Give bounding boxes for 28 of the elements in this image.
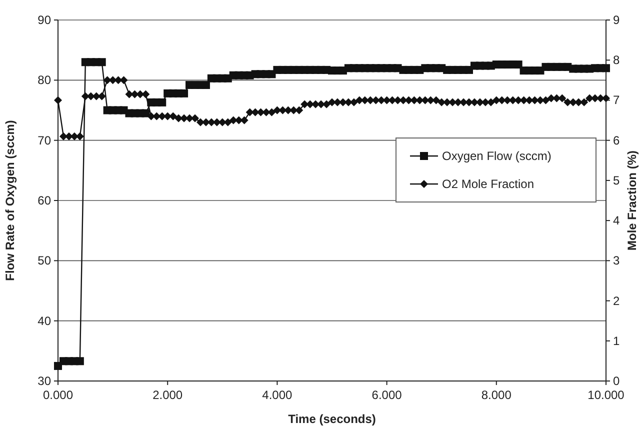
y2-tick-label: 1 [613,334,620,348]
y2-tick-label: 0 [613,374,620,388]
y2-tick-label: 5 [613,173,620,188]
y-axis-title: Flow Rate of Oxygen (sccm) [3,120,17,281]
x-tick-label: 2.000 [152,388,183,402]
x-tick-label: 8.000 [481,388,512,402]
y-tick-label: 50 [38,254,52,268]
x-tick-label: 6.000 [372,388,402,402]
y-tick-label: 90 [38,13,52,27]
x-tick-label: 10.000 [588,388,625,402]
y-tick-label: 30 [38,374,52,388]
y-tick-label: 40 [38,314,52,328]
y2-tick-label: 6 [613,133,620,148]
y2-tick-label: 9 [613,13,620,27]
y2-tick-label: 8 [613,53,620,68]
y2-tick-label: 3 [613,254,620,268]
legend-label: O2 Mole Fraction [442,177,534,191]
y2-tick-label: 7 [613,93,620,108]
y2-axis-title: Mole Fraction (%) [625,150,639,251]
legend-label: Oxygen Flow (sccm) [442,149,552,163]
y-tick-label: 70 [38,133,52,148]
x-axis-title: Time (seconds) [288,412,376,426]
x-tick-label: 0.000 [42,388,74,402]
y2-tick-label: 4 [613,214,620,228]
x-tick-label: 4.000 [262,388,293,402]
y2-tick-label: 2 [613,294,620,308]
y-tick-label: 80 [38,73,52,88]
y-tick-label: 60 [38,194,52,208]
